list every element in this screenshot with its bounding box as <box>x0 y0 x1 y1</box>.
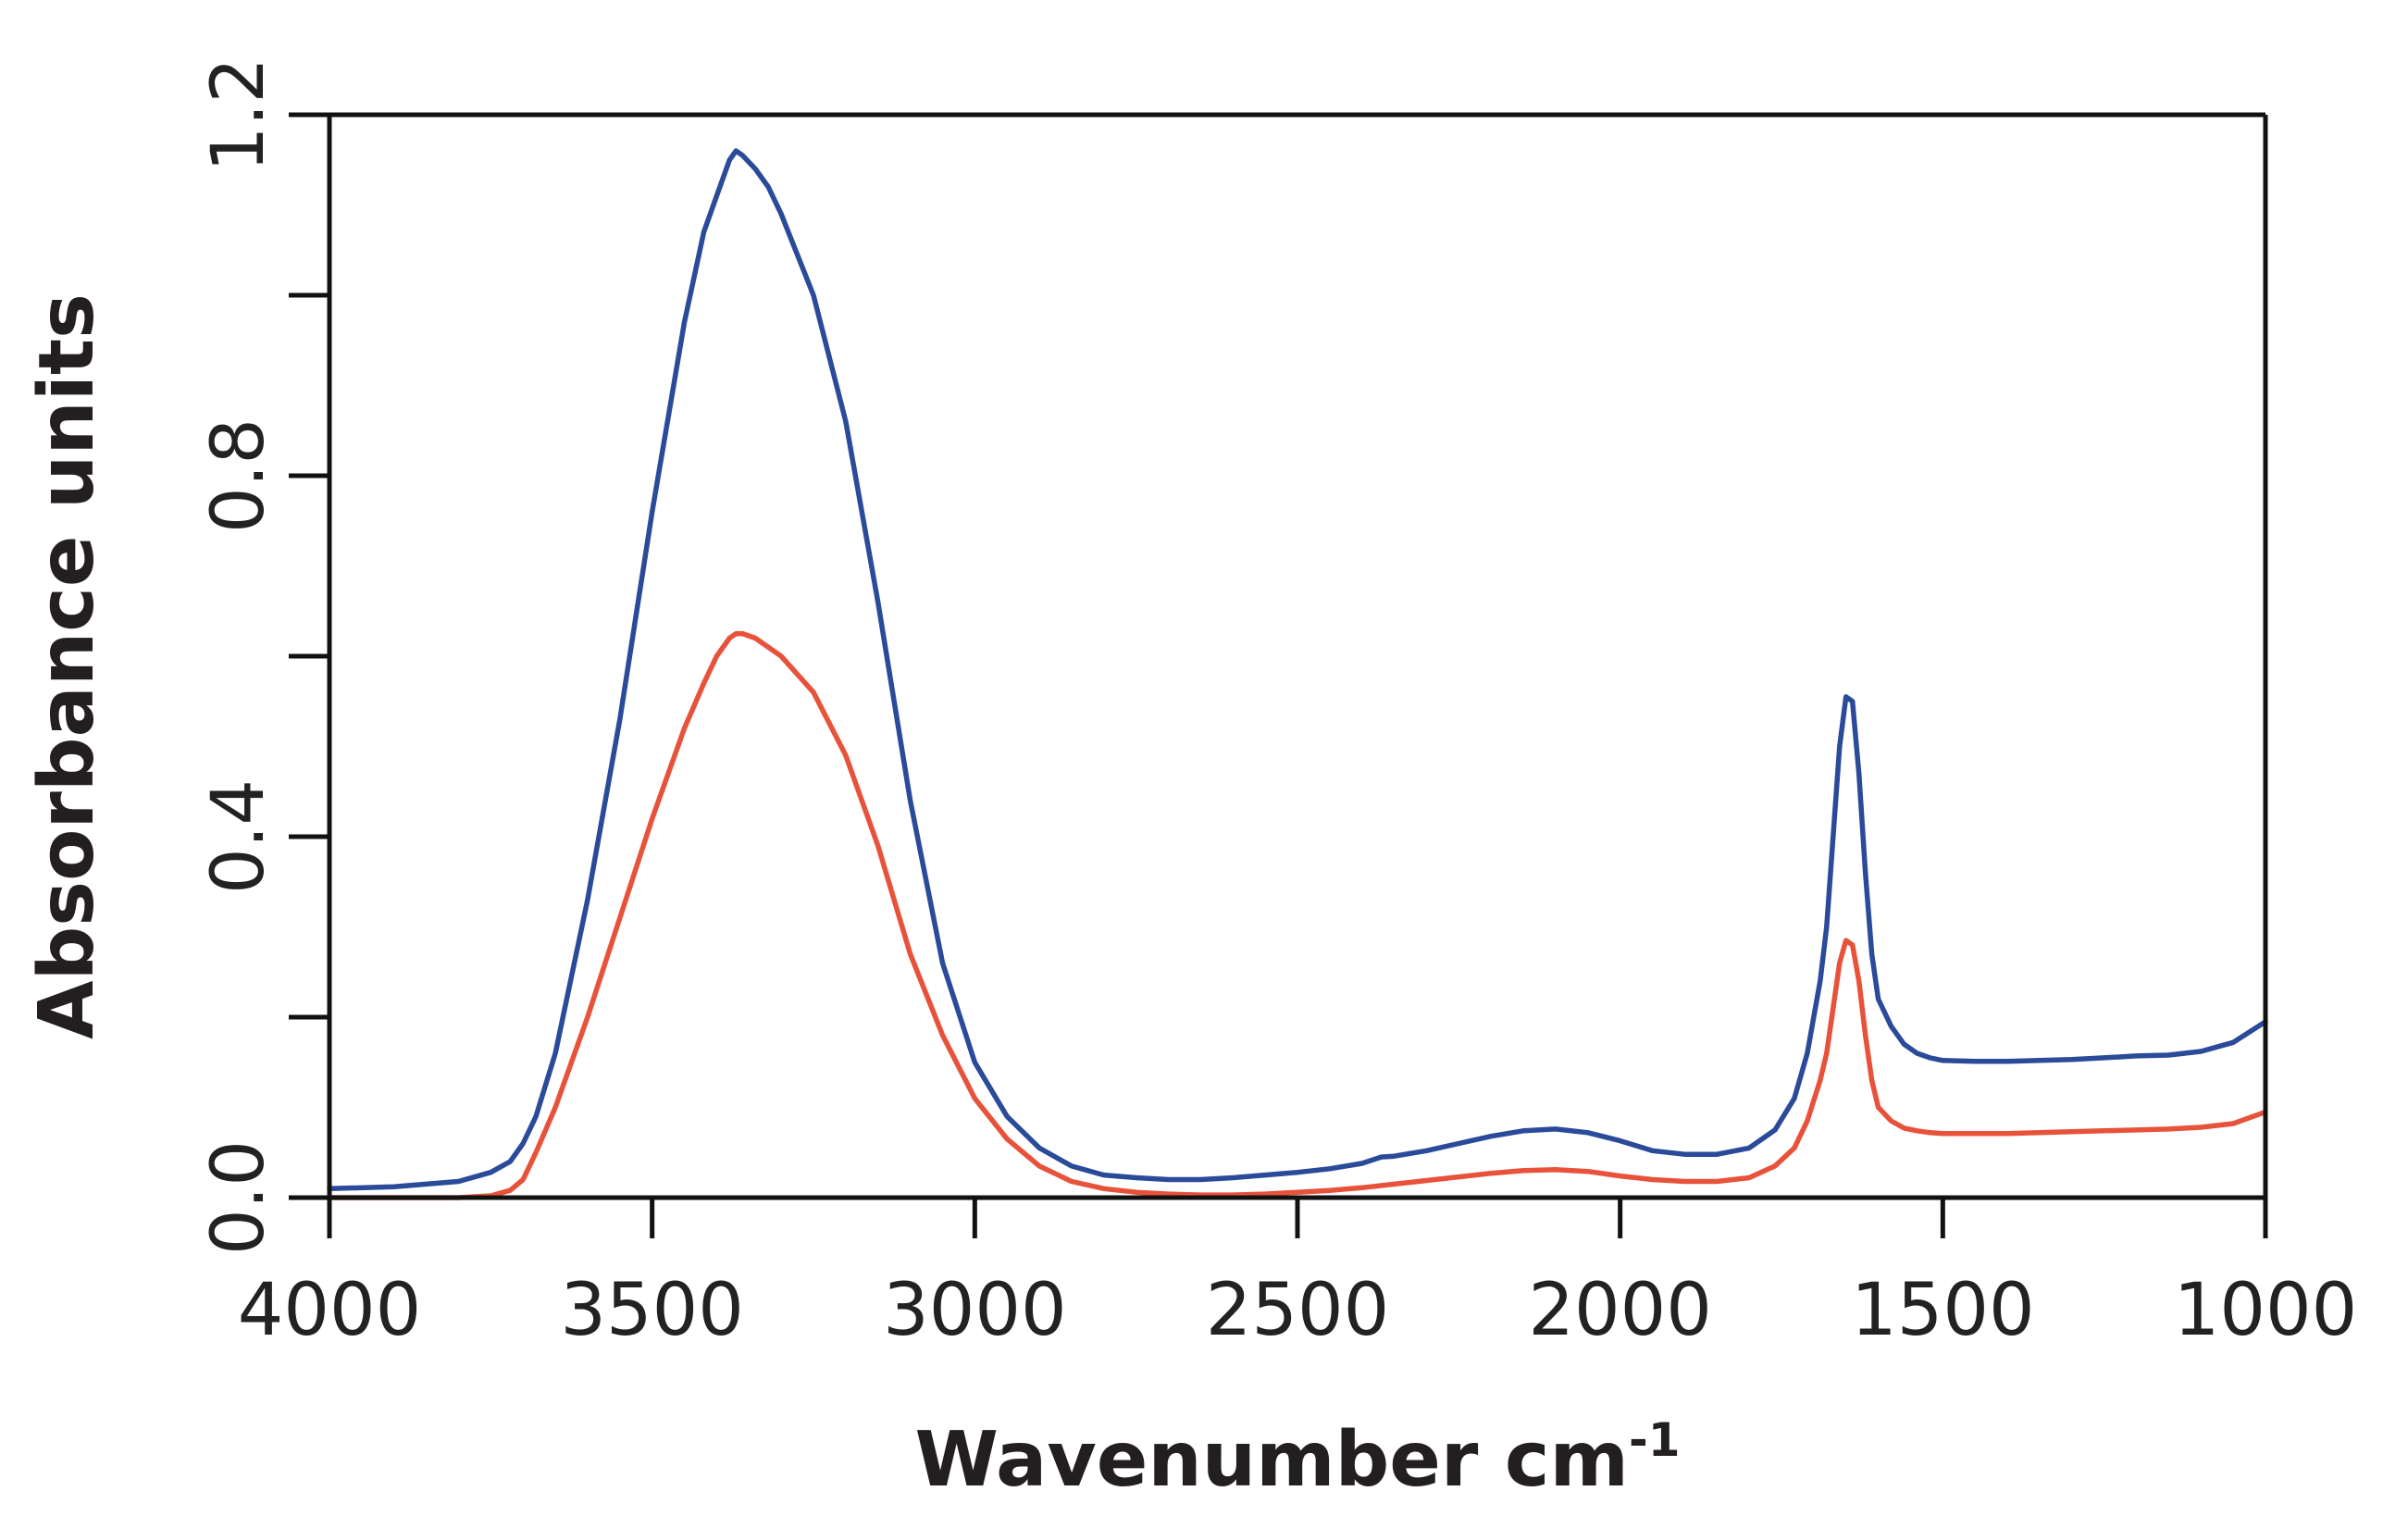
ticks-layer: 4000 3500 3000 2500 2000 1500 1000 0.0 0.4 0.8 1.2 <box>197 57 2357 1352</box>
series-line-1 <box>327 148 2268 1192</box>
axes-layer <box>327 112 2268 1200</box>
y-axis-title: Absorbance units <box>23 293 111 1039</box>
x-tick-label: 3500 <box>560 1269 744 1352</box>
y-tick-label: 1.2 <box>197 57 280 172</box>
x-tick-label: 3000 <box>883 1269 1067 1352</box>
x-tick-label: 1000 <box>2174 1269 2358 1352</box>
y-tick-label: 0.0 <box>197 1140 280 1255</box>
x-axis-title: Wavenumber cm-1 <box>914 1413 1680 1504</box>
series-layer <box>327 148 2268 1200</box>
x-tick-label: 1500 <box>1851 1269 2035 1352</box>
x-axis-title-main: Wavenumber cm <box>914 1416 1628 1504</box>
series-line-2 <box>327 630 2268 1200</box>
y-tick-label: 0.4 <box>197 779 280 894</box>
y-tick-label: 0.8 <box>197 418 280 533</box>
x-axis-title-superscript: -1 <box>1629 1413 1681 1467</box>
x-tick-label: 4000 <box>238 1269 422 1352</box>
x-tick-label: 2500 <box>1206 1269 1390 1352</box>
x-tick-label: 2000 <box>1528 1269 1712 1352</box>
